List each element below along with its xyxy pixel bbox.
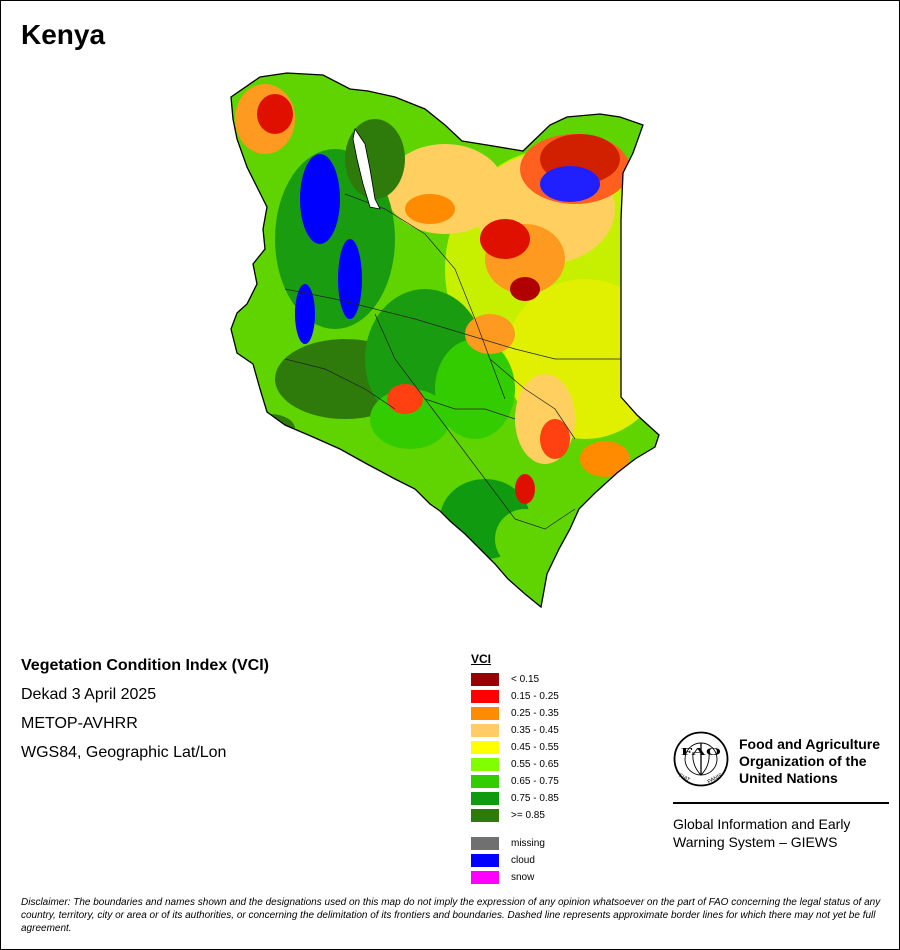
country-title: Kenya xyxy=(21,19,106,50)
legend-swatch xyxy=(471,809,499,822)
org-name-line: Food and Agriculture xyxy=(739,736,881,752)
legend-title: VCI xyxy=(471,652,492,666)
projection-label: WGS84, Geographic Lat/Lon xyxy=(21,744,227,761)
legend-label: < 0.15 xyxy=(511,674,540,685)
org-name-line: Organization of the xyxy=(739,753,867,769)
legend-swatch xyxy=(471,837,499,850)
legend-swatch xyxy=(471,724,499,737)
legend-swatch xyxy=(471,775,499,788)
vci-map xyxy=(225,59,665,614)
legend-label: 0.25 - 0.35 xyxy=(511,708,559,719)
legend-swatch xyxy=(471,758,499,771)
lake-turkana xyxy=(352,127,381,210)
sensor-label: METOP-AVHRR xyxy=(21,715,138,732)
kenya-vci-raster xyxy=(230,72,660,608)
fao-motto-left: FIAT xyxy=(678,773,692,784)
giews-system-name: Global Information and Early Warning Sys… xyxy=(673,815,889,851)
legend-swatch xyxy=(471,673,499,686)
legend-swatch xyxy=(471,707,499,720)
admin-boundaries xyxy=(284,193,621,530)
giews-line: Warning System – GIEWS xyxy=(673,834,838,850)
disclaimer-text: Disclaimer: The boundaries and names sho… xyxy=(21,897,881,934)
vci-legend: VCI < 0.15 0.15 - 0.25 0.25 - 0.35 0.35 … xyxy=(471,652,559,884)
legend-label: snow xyxy=(511,872,535,883)
legend-label: >= 0.85 xyxy=(511,810,545,821)
fao-organization-name: Food and Agriculture Organization of the… xyxy=(739,736,899,787)
legend-label: 0.75 - 0.85 xyxy=(511,793,559,804)
legend-label: 0.65 - 0.75 xyxy=(511,776,559,787)
legend-label: cloud xyxy=(511,855,535,866)
legend-label: missing xyxy=(511,838,545,849)
legend-label: 0.45 - 0.55 xyxy=(511,742,559,753)
legend-swatch xyxy=(471,871,499,884)
logo-divider xyxy=(673,802,889,804)
period-label: Dekad 3 April 2025 xyxy=(21,686,157,703)
legend-swatch xyxy=(471,854,499,867)
legend-swatch xyxy=(471,741,499,754)
index-title: Vegetation Condition Index (VCI) xyxy=(21,657,269,674)
legend-label: 0.15 - 0.25 xyxy=(511,691,559,702)
legend-swatch xyxy=(471,792,499,805)
fao-motto-right: PANIS xyxy=(707,772,724,785)
legend-label: 0.55 - 0.65 xyxy=(511,759,559,770)
legend-swatch xyxy=(471,690,499,703)
org-name-line: United Nations xyxy=(739,770,838,786)
fao-emblem-letters: FAO xyxy=(681,746,722,758)
legend-label: 0.35 - 0.45 xyxy=(511,725,559,736)
fao-emblem-icon: FAO FIAT PANIS xyxy=(673,731,729,787)
giews-line: Global Information and Early xyxy=(673,816,851,832)
map-info: Vegetation Condition Index (VCI) Dekad 3… xyxy=(21,658,269,774)
vci-raster-fill xyxy=(231,73,659,607)
